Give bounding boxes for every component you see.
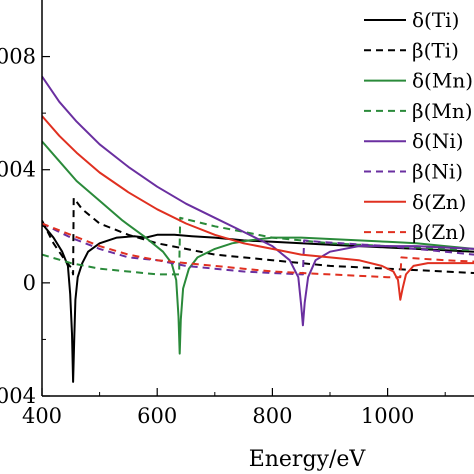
x-tick-label: 400: [22, 404, 62, 428]
series-line-1: [42, 197, 474, 276]
legend-label-7: β(Zn): [412, 220, 466, 244]
legend-label-6: δ(Zn): [412, 190, 466, 214]
series-layer: [42, 75, 474, 383]
y-tick-label: 0.004: [0, 158, 36, 182]
series-line-5: [42, 222, 474, 276]
series-line-0: [42, 222, 474, 383]
legend-label-2: δ(Mn): [412, 69, 473, 93]
legend-label-4: δ(Ni): [412, 129, 464, 153]
legend: δ(Ti) β(Ti) δ(Mn) β(Mn) δ(Ni) β(Ni) δ(Zn) β(Zn): [364, 8, 473, 244]
y-tick-label: .008: [0, 45, 36, 69]
legend-label-1: β(Ti): [412, 38, 459, 62]
legend-label-5: β(Ni): [412, 160, 463, 184]
x-tick-label: 1000: [361, 404, 414, 428]
y-tick-label: 0: [23, 271, 36, 295]
x-axis-title: Energy/eV: [249, 447, 367, 472]
axes-layer: 400 600 800 1000 0.004 0 0.004 .008: [0, 0, 474, 428]
x-tick-label: 600: [137, 404, 177, 428]
series-line-2: [42, 140, 474, 355]
y-tick-label: 0.004: [0, 384, 36, 408]
series-line-7: [42, 222, 474, 279]
series-line-6: [42, 115, 474, 301]
x-tick-label: 800: [252, 404, 292, 428]
series-line-3: [42, 216, 474, 276]
legend-label-0: δ(Ti): [412, 8, 459, 32]
legend-label-3: β(Mn): [412, 99, 473, 123]
series-line-4: [42, 75, 474, 327]
